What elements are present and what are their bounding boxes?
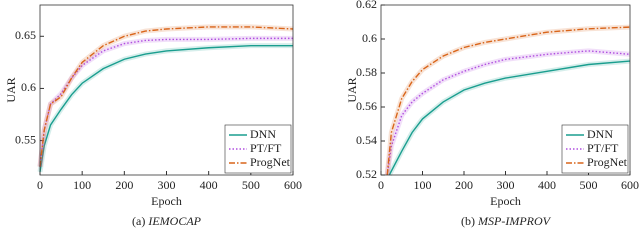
x-tick-label: 500: [242, 178, 260, 192]
caption-title: MSP-IMPROV: [477, 214, 552, 228]
x-tick-label: 500: [580, 178, 598, 192]
series-line: [386, 50, 631, 176]
y-tick-label: 0.55: [15, 132, 36, 146]
legend-label: ProgNet: [587, 155, 628, 169]
legend-label: ProgNet: [250, 155, 291, 169]
figure: 0.55 0.6 0.65 0 100 200 300 400 500 600 Epoch UAR (a…: [4, 0, 639, 228]
series-line: [39, 37, 293, 167]
plot-frame: [39, 4, 294, 176]
caption-title: IEMOCAP: [147, 214, 201, 228]
caption: (b) MSP-IMPROV: [461, 214, 552, 228]
y-tick-label: 0.62: [356, 0, 377, 11]
x-axis-label: Epoch: [151, 194, 182, 208]
series-line: [39, 44, 293, 172]
y-tick-label: 0.58: [356, 65, 377, 79]
y-tick-label: 0.56: [356, 99, 377, 113]
x-tick-label: 100: [73, 178, 91, 192]
x-tick-label: 300: [497, 178, 515, 192]
x-tick-label: 600: [621, 178, 639, 192]
y-axis-label: UAR: [4, 77, 18, 102]
x-tick-label: 0: [378, 178, 384, 192]
series-line: [388, 60, 631, 176]
x-tick-label: 0: [37, 178, 43, 192]
plot-frame: [380, 4, 631, 176]
legend-label: PT/FT: [250, 141, 282, 155]
legend-label: PT/FT: [587, 141, 619, 155]
caption-label: (b): [461, 214, 475, 228]
legend-label: DNN: [587, 127, 613, 141]
y-tick-label: 0.6: [21, 80, 36, 94]
caption-label: (a): [132, 214, 145, 228]
x-tick-label: 300: [158, 178, 176, 192]
x-tick-label: 200: [115, 178, 133, 192]
x-axis-label: Epoch: [490, 194, 521, 208]
x-tick-label: 600: [284, 178, 302, 192]
caption: (a) IEMOCAP: [132, 214, 202, 228]
series-line: [39, 26, 294, 167]
y-axis-label: UAR: [345, 77, 359, 102]
x-tick-label: 400: [200, 178, 218, 192]
y-tick-label: 0.54: [356, 133, 377, 147]
series-line: [386, 26, 631, 176]
x-tick-label: 100: [414, 178, 432, 192]
y-tick-label: 0.65: [15, 28, 36, 42]
y-tick-label: 0.6: [362, 31, 377, 45]
x-tick-label: 200: [455, 178, 473, 192]
y-tick-label: 0.52: [356, 167, 377, 181]
x-tick-label: 400: [538, 178, 556, 192]
legend-label: DNN: [250, 127, 276, 141]
